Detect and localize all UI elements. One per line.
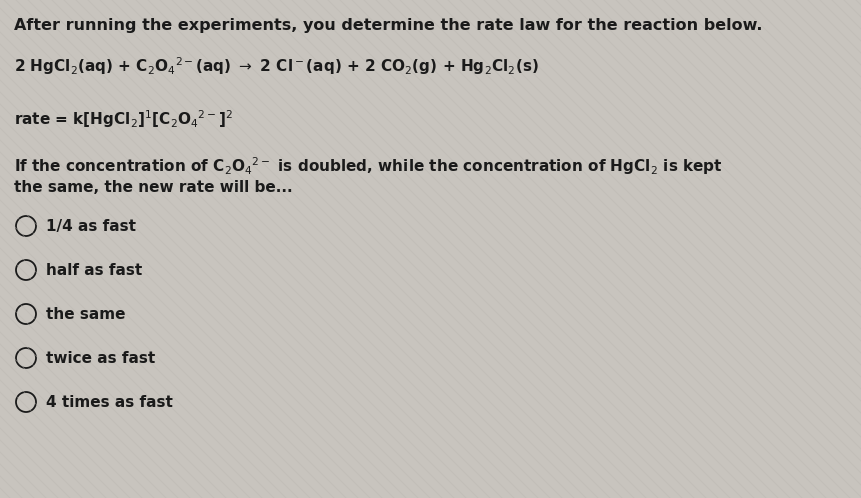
Text: the same, the new rate will be...: the same, the new rate will be... [14, 180, 292, 195]
Text: 2 HgCl$_2$(aq) + C$_2$O$_4$$^{2-}$(aq) $\rightarrow$ 2 Cl$^-$(aq) + 2 CO$_2$(g) : 2 HgCl$_2$(aq) + C$_2$O$_4$$^{2-}$(aq) $… [14, 55, 538, 77]
Text: rate = k[HgCl$_2$]$^1$[C$_2$O$_4$$^{2-}$]$^2$: rate = k[HgCl$_2$]$^1$[C$_2$O$_4$$^{2-}$… [14, 108, 232, 129]
Text: half as fast: half as fast [46, 262, 142, 277]
Text: 4 times as fast: 4 times as fast [46, 394, 173, 409]
Text: If the concentration of C$_2$O$_4$$^{2-}$ is doubled, while the concentration of: If the concentration of C$_2$O$_4$$^{2-}… [14, 155, 722, 177]
Text: the same: the same [46, 306, 126, 322]
Text: 1/4 as fast: 1/4 as fast [46, 219, 136, 234]
Text: twice as fast: twice as fast [46, 351, 155, 366]
Text: After running the experiments, you determine the rate law for the reaction below: After running the experiments, you deter… [14, 18, 762, 33]
